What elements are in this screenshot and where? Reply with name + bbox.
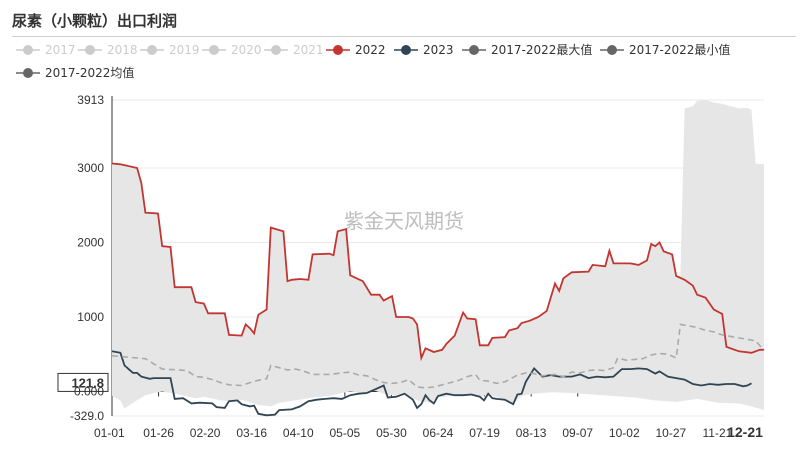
y-tick-label: 0.000 xyxy=(74,384,104,398)
x-tick-label: 10-27 xyxy=(656,426,687,440)
x-tick-label: 03-16 xyxy=(236,426,267,440)
legend-label: 2020 xyxy=(231,43,262,57)
legend-marker-icon xyxy=(85,45,95,55)
legend-label: 2021 xyxy=(293,43,324,57)
series-line-2023 xyxy=(111,350,752,417)
legend-label: 2017-2022均值 xyxy=(45,65,134,80)
legend-item-2022[interactable]: 2022 xyxy=(326,43,386,57)
x-tick-label: 02-20 xyxy=(190,426,221,440)
max-min-band xyxy=(112,100,764,411)
legend-marker-icon xyxy=(209,45,219,55)
legend-marker-icon xyxy=(469,45,479,55)
plot-area: 紫金天风期货 xyxy=(111,100,765,417)
x-tick-label: 01-26 xyxy=(143,426,174,440)
y-tick-label: 121.8 xyxy=(71,375,104,390)
series-line-2022 xyxy=(111,162,764,362)
legend-marker-icon xyxy=(271,45,281,55)
y-tick-label: -329.0 xyxy=(70,409,104,423)
legend-label: 2023 xyxy=(423,43,454,57)
legend-item-2021[interactable]: 2021 xyxy=(264,43,324,57)
x-tick-label: 09-07 xyxy=(562,426,593,440)
legend-item-2023[interactable]: 2023 xyxy=(394,43,454,57)
legend: 2017 2018 2019 2020 2021 2022 2023 2017-2022最大值… xyxy=(16,42,730,80)
legend-label: 2019 xyxy=(169,43,200,57)
legend-label: 2017 xyxy=(45,43,76,57)
x-tick-label: 12-21 xyxy=(727,424,763,440)
y-tick-label: 2000 xyxy=(77,236,104,250)
legend-item-2018[interactable]: 2018 xyxy=(78,43,138,57)
legend-marker-icon xyxy=(607,45,617,55)
x-tick-label: 05-30 xyxy=(376,426,407,440)
legend-marker-icon xyxy=(147,45,157,55)
x-tick-label: 06-24 xyxy=(423,426,454,440)
watermark: 紫金天风期货 xyxy=(344,209,464,233)
legend-item-2017-2022最大值[interactable]: 2017-2022最大值 xyxy=(462,42,592,57)
legend-marker-icon xyxy=(401,45,411,55)
legend-marker-icon xyxy=(333,45,343,55)
title-divider xyxy=(12,36,796,37)
legend-label: 2017-2022最大值 xyxy=(491,42,592,57)
legend-item-2017[interactable]: 2017 xyxy=(16,43,76,57)
x-tick-label: 07-19 xyxy=(469,426,500,440)
y-highlight-box xyxy=(57,372,109,392)
x-tick-label: 05-05 xyxy=(330,426,361,440)
chart-title: 尿素（小颗粒）出口利润 xyxy=(12,12,178,30)
y-tick-label: 3913 xyxy=(77,93,104,107)
legend-item-2017-2022最小值[interactable]: 2017-2022最小值 xyxy=(600,42,730,57)
x-tick-label: 11-21 xyxy=(703,426,733,440)
legend-item-2017-2022均值[interactable]: 2017-2022均值 xyxy=(16,65,134,80)
y-tick-label: 1000 xyxy=(77,310,104,324)
legend-item-2020[interactable]: 2020 xyxy=(202,43,262,57)
axes: 3913 3000 2000 1000 121.80.000 -329.0 01-01 01-… xyxy=(57,93,764,440)
x-tick-label: 04-10 xyxy=(283,426,314,440)
legend-label: 2017-2022最小值 xyxy=(629,42,730,57)
legend-label: 2018 xyxy=(107,43,138,57)
legend-marker-icon xyxy=(23,45,33,55)
legend-label: 2022 xyxy=(355,43,386,57)
x-tick-label: 10-02 xyxy=(609,426,640,440)
x-tick-label: 01-01 xyxy=(94,426,125,440)
legend-item-2019[interactable]: 2019 xyxy=(140,43,200,57)
y-tick-label: 3000 xyxy=(77,161,104,175)
legend-marker-icon xyxy=(23,68,33,78)
x-tick-label: 08-13 xyxy=(516,426,547,440)
